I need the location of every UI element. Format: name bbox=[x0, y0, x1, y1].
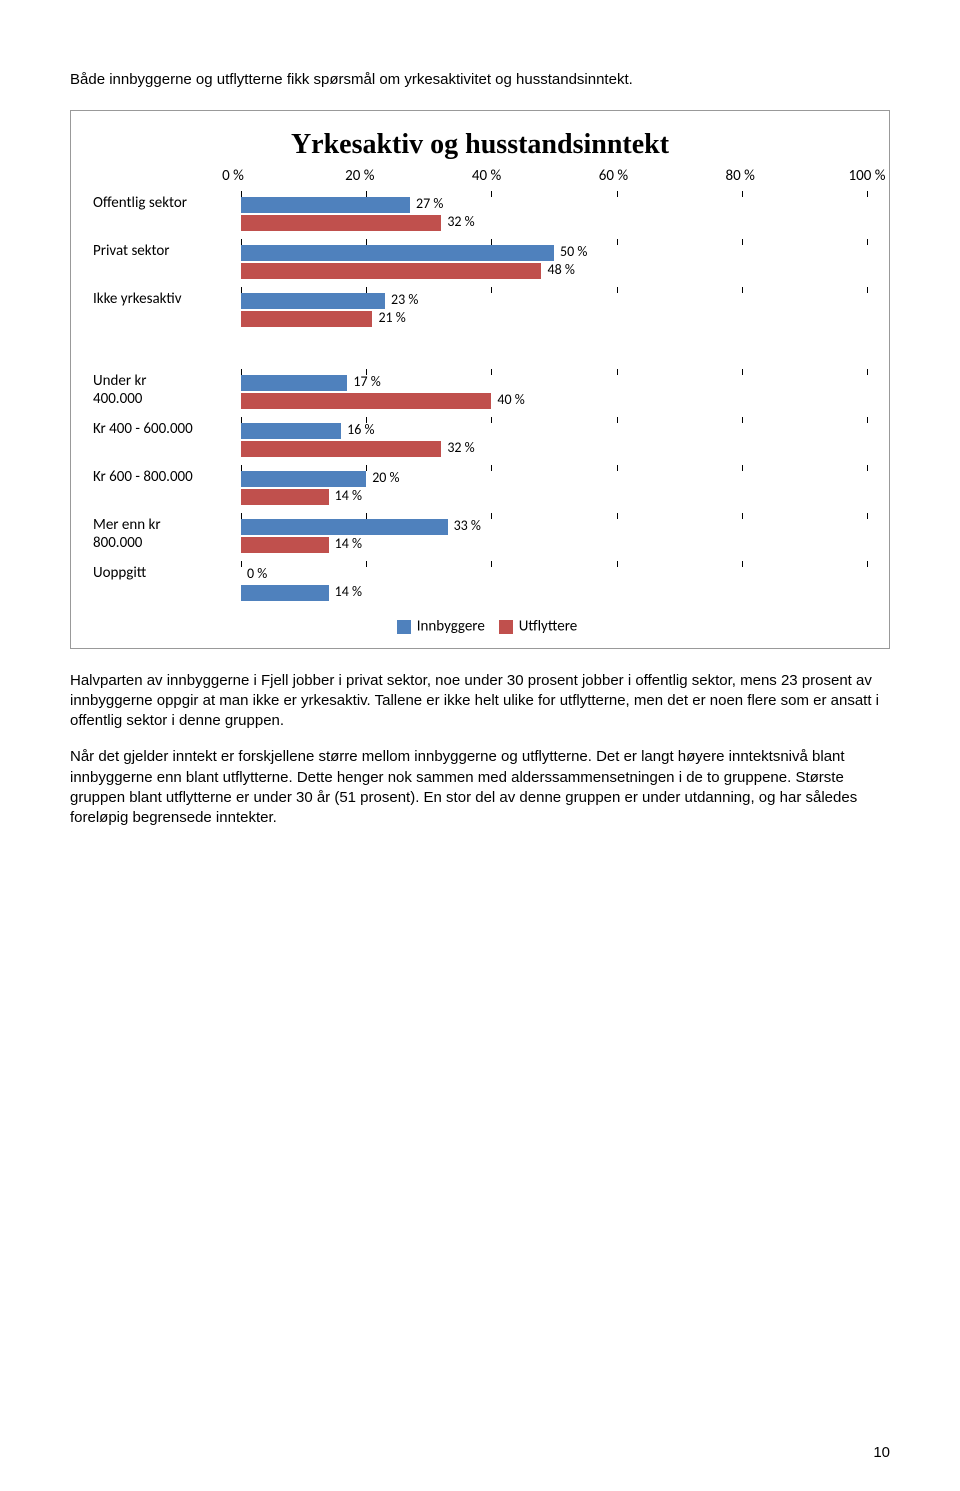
intro-paragraph: Både innbyggerne og utflytterne fikk spø… bbox=[70, 70, 890, 90]
bar bbox=[241, 441, 441, 457]
row-label: Kr 400 - 600.000 bbox=[93, 421, 241, 438]
x-axis-tick: 20 % bbox=[345, 167, 374, 185]
bar-value: 21 % bbox=[378, 309, 405, 326]
legend-swatch bbox=[397, 620, 411, 634]
row-bars: 23 %21 % bbox=[241, 291, 867, 335]
page-number: 10 bbox=[873, 1444, 890, 1461]
x-axis-tick: 0 % bbox=[222, 167, 244, 185]
bar-value: 40 % bbox=[497, 391, 524, 408]
row-bars: 50 %48 % bbox=[241, 243, 867, 287]
bar bbox=[241, 215, 441, 231]
row-label: Privat sektor bbox=[93, 243, 241, 260]
bar-value: 14 % bbox=[335, 487, 362, 504]
chart-row: Kr 400 - 600.000 16 % 32 % bbox=[93, 421, 867, 469]
body-paragraph-2: Når det gjelder inntekt er forskjellene … bbox=[70, 747, 890, 828]
chart-legend: Innbyggere Utflyttere bbox=[93, 617, 867, 635]
bar-value: 27 % bbox=[416, 195, 443, 212]
chart-row: Kr 600 - 800.000 20 % 14 % bbox=[93, 469, 867, 517]
bar-value: 20 % bbox=[372, 469, 399, 486]
row-label: Mer enn kr 800.000 bbox=[93, 517, 241, 552]
x-axis-tick: 60 % bbox=[599, 167, 628, 185]
x-axis-tick: 100 % bbox=[849, 167, 886, 185]
body-paragraph-1: Halvparten av innbyggerne i Fjell jobber… bbox=[70, 671, 890, 732]
bar bbox=[241, 537, 329, 553]
bar-value: 23 % bbox=[391, 291, 418, 308]
row-bars: 27 %32 % bbox=[241, 195, 867, 239]
bar bbox=[241, 393, 491, 409]
row-label: Under kr 400.000 bbox=[93, 373, 241, 408]
bar bbox=[241, 471, 366, 487]
bar bbox=[241, 375, 347, 391]
chart-row: Uoppgitt 0 % 14 % bbox=[93, 565, 867, 613]
row-bars: 20 % 14 % bbox=[241, 469, 867, 513]
bar bbox=[241, 489, 329, 505]
bar-value: 0 % bbox=[247, 565, 267, 582]
row-label: Offentlig sektor bbox=[93, 195, 241, 212]
x-axis-tick: 40 % bbox=[472, 167, 501, 185]
legend-swatch bbox=[499, 620, 513, 634]
bar-value: 33 % bbox=[454, 517, 481, 534]
row-label: Kr 600 - 800.000 bbox=[93, 469, 241, 486]
bar-value: 32 % bbox=[447, 213, 474, 230]
row-bars: 16 % 32 % bbox=[241, 421, 867, 465]
chart-container: Yrkesaktiv og husstandsinntekt 0 % 20 % 40… bbox=[70, 110, 890, 648]
bar bbox=[241, 585, 329, 601]
bar-value: 32 % bbox=[447, 439, 474, 456]
bar-value: 48 % bbox=[547, 261, 574, 278]
chart-title: Yrkesaktiv og husstandsinntekt bbox=[93, 129, 867, 161]
chart-row: Offentlig sektor27 %32 % bbox=[93, 195, 867, 243]
bar-value: 14 % bbox=[335, 583, 362, 600]
chart-plot-area: 0 %20 %40 %60 %80 %100 %Offentlig sektor… bbox=[93, 167, 867, 613]
row-bars: 33 % 14 % bbox=[241, 517, 867, 561]
bar bbox=[241, 263, 541, 279]
bar bbox=[241, 311, 372, 327]
bar bbox=[241, 197, 410, 213]
bar bbox=[241, 293, 385, 309]
row-bars: 0 % 14 % bbox=[241, 565, 867, 609]
row-label: Uoppgitt bbox=[93, 565, 241, 582]
bar bbox=[241, 519, 448, 535]
chart-row: Ikke yrkesaktiv23 %21 % bbox=[93, 291, 867, 339]
bar-value: 16 % bbox=[347, 421, 374, 438]
chart-row: Under kr 400.000 17 % 40 % bbox=[93, 373, 867, 421]
bar-value: 50 % bbox=[560, 243, 587, 260]
x-axis-labels: 0 %20 %40 %60 %80 %100 % bbox=[233, 167, 867, 195]
row-bars: 17 % 40 % bbox=[241, 373, 867, 417]
bar-value: 17 % bbox=[353, 373, 380, 390]
bar bbox=[241, 423, 341, 439]
bar-value: 14 % bbox=[335, 535, 362, 552]
row-label: Ikke yrkesaktiv bbox=[93, 291, 241, 308]
x-axis-tick: 80 % bbox=[726, 167, 755, 185]
bar bbox=[241, 245, 554, 261]
legend-label: Utflyttere bbox=[519, 618, 577, 636]
chart-row: Mer enn kr 800.000 33 % 14 % bbox=[93, 517, 867, 565]
legend-label: Innbyggere bbox=[417, 618, 485, 636]
chart-row: Privat sektor50 %48 % bbox=[93, 243, 867, 291]
